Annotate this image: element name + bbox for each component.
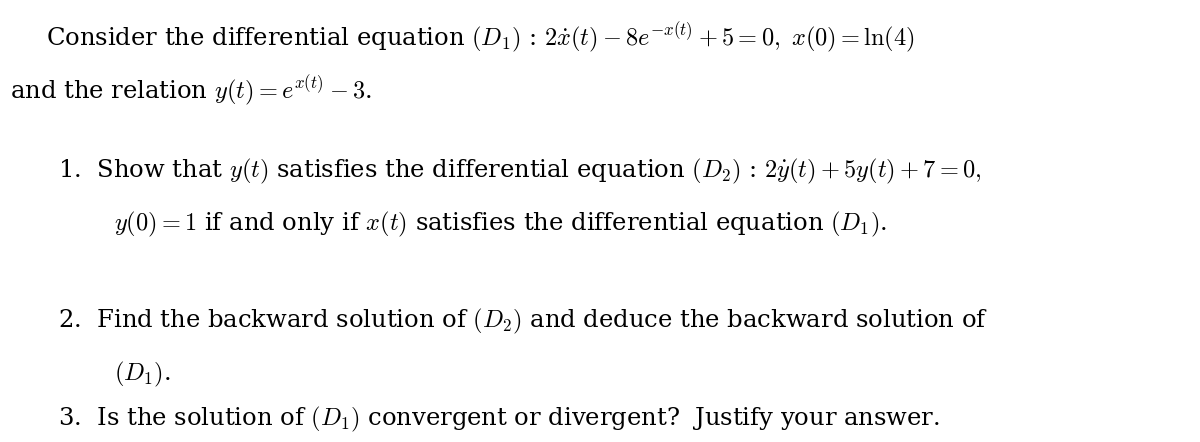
Text: $y(0) = 1$ if and only if $x(t)$ satisfies the differential equation $(D_1)$.: $y(0) = 1$ if and only if $x(t)$ satisfi… [114, 210, 887, 239]
Text: 3.  Is the solution of $(D_1)$ convergent or divergent?  Justify your answer.: 3. Is the solution of $(D_1)$ convergent… [58, 404, 940, 434]
Text: Consider the differential equation $(D_1)$ : $2\dot{x}(t) - 8e^{-x(t)} + 5 = 0,\: Consider the differential equation $(D_1… [46, 20, 914, 54]
Text: $(D_1)$.: $(D_1)$. [114, 360, 170, 389]
Text: 1.  Show that $y(t)$ satisfies the differential equation $(D_2)$ : $2\dot{y}(t)+: 1. Show that $y(t)$ satisfies the differ… [58, 157, 982, 186]
Text: 2.  Find the backward solution of $(D_2)$ and deduce the backward solution of: 2. Find the backward solution of $(D_2)$… [58, 307, 988, 336]
Text: and the relation $y(t) = e^{x(t)} - 3$.: and the relation $y(t) = e^{x(t)} - 3$. [10, 73, 371, 107]
